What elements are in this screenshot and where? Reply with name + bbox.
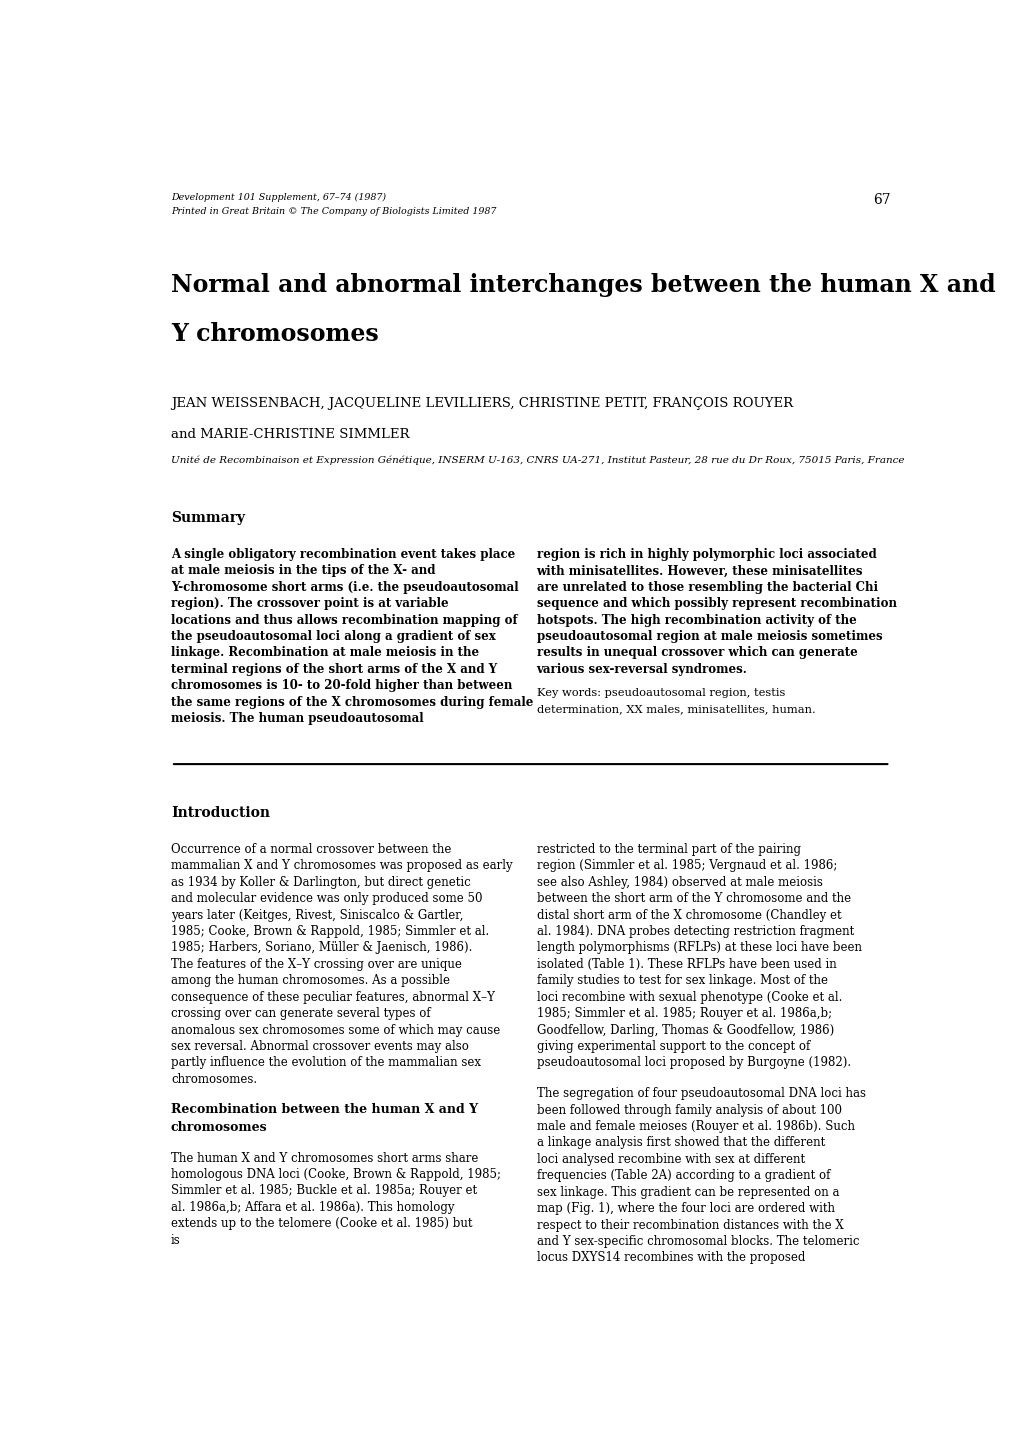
Text: loci recombine with sexual phenotype (Cooke et al.: loci recombine with sexual phenotype (Co…	[536, 990, 841, 1004]
Text: chromosomes: chromosomes	[171, 1121, 267, 1134]
Text: al. 1984). DNA probes detecting restriction fragment: al. 1984). DNA probes detecting restrict…	[536, 925, 853, 938]
Text: chromosomes.: chromosomes.	[171, 1072, 257, 1085]
Text: terminal regions of the short arms of the X and Y: terminal regions of the short arms of th…	[171, 663, 496, 676]
Text: 1985; Cooke, Brown & Rappold, 1985; Simmler et al.: 1985; Cooke, Brown & Rappold, 1985; Simm…	[171, 925, 489, 938]
Text: Y-chromosome short arms (i.e. the pseudoautosomal: Y-chromosome short arms (i.e. the pseudo…	[171, 581, 518, 594]
Text: extends up to the telomere (Cooke et al. 1985) but: extends up to the telomere (Cooke et al.…	[171, 1218, 472, 1231]
Text: Introduction: Introduction	[171, 807, 270, 820]
Text: loci analysed recombine with sex at different: loci analysed recombine with sex at diff…	[536, 1153, 804, 1166]
Text: Recombination between the human X and Y: Recombination between the human X and Y	[171, 1102, 478, 1115]
Text: the same regions of the X chromosomes during female: the same regions of the X chromosomes du…	[171, 696, 533, 709]
Text: Development 101 Supplement, 67–74 (1987): Development 101 Supplement, 67–74 (1987)	[171, 193, 386, 202]
Text: the pseudoautosomal loci along a gradient of sex: the pseudoautosomal loci along a gradien…	[171, 630, 495, 643]
Text: see also Ashley, 1984) observed at male meiosis: see also Ashley, 1984) observed at male …	[536, 876, 821, 889]
Text: Key words: pseudoautosomal region, testis: Key words: pseudoautosomal region, testi…	[536, 689, 785, 699]
Text: The segregation of four pseudoautosomal DNA loci has: The segregation of four pseudoautosomal …	[536, 1087, 865, 1101]
Text: isolated (Table 1). These RFLPs have been used in: isolated (Table 1). These RFLPs have bee…	[536, 958, 836, 971]
Text: among the human chromosomes. As a possible: among the human chromosomes. As a possib…	[171, 974, 449, 987]
Text: Printed in Great Britain © The Company of Biologists Limited 1987: Printed in Great Britain © The Company o…	[171, 208, 496, 216]
Text: sequence and which possibly represent recombination: sequence and which possibly represent re…	[536, 597, 896, 610]
Text: homologous DNA loci (Cooke, Brown & Rappold, 1985;: homologous DNA loci (Cooke, Brown & Rapp…	[171, 1169, 500, 1182]
Text: hotspots. The high recombination activity of the: hotspots. The high recombination activit…	[536, 614, 856, 627]
Text: Y chromosomes: Y chromosomes	[171, 321, 378, 346]
Text: partly influence the evolution of the mammalian sex: partly influence the evolution of the ma…	[171, 1056, 481, 1069]
Text: al. 1986a,b; Affara et al. 1986a). This homology: al. 1986a,b; Affara et al. 1986a). This …	[171, 1200, 454, 1213]
Text: Simmler et al. 1985; Buckle et al. 1985a; Rouyer et: Simmler et al. 1985; Buckle et al. 1985a…	[171, 1185, 477, 1197]
Text: length polymorphisms (RFLPs) at these loci have been: length polymorphisms (RFLPs) at these lo…	[536, 941, 861, 954]
Text: locus DXYS14 recombines with the proposed: locus DXYS14 recombines with the propose…	[536, 1251, 804, 1264]
Text: giving experimental support to the concept of: giving experimental support to the conce…	[536, 1040, 809, 1053]
Text: and MARIE-CHRISTINE SIMMLER: and MARIE-CHRISTINE SIMMLER	[171, 428, 409, 441]
Text: anomalous sex chromosomes some of which may cause: anomalous sex chromosomes some of which …	[171, 1023, 499, 1036]
Text: map (Fig. 1), where the four loci are ordered with: map (Fig. 1), where the four loci are or…	[536, 1202, 834, 1215]
Text: Unité de Recombinaison et Expression Génétique, INSERM U-163, CNRS UA-271, Insti: Unité de Recombinaison et Expression Gén…	[171, 455, 904, 465]
Text: a linkage analysis first showed that the different: a linkage analysis first showed that the…	[536, 1137, 824, 1150]
Text: at male meiosis in the tips of the X- and: at male meiosis in the tips of the X- an…	[171, 565, 435, 578]
Text: The features of the X–Y crossing over are unique: The features of the X–Y crossing over ar…	[171, 958, 462, 971]
Text: Summary: Summary	[171, 512, 245, 526]
Text: region). The crossover point is at variable: region). The crossover point is at varia…	[171, 597, 448, 610]
Text: with minisatellites. However, these minisatellites: with minisatellites. However, these mini…	[536, 565, 862, 578]
Text: family studies to test for sex linkage. Most of the: family studies to test for sex linkage. …	[536, 974, 826, 987]
Text: years later (Keitges, Rivest, Siniscalco & Gartler,: years later (Keitges, Rivest, Siniscalco…	[171, 909, 463, 922]
Text: been followed through family analysis of about 100: been followed through family analysis of…	[536, 1104, 841, 1117]
Text: region is rich in highly polymorphic loci associated: region is rich in highly polymorphic loc…	[536, 548, 875, 561]
Text: Occurrence of a normal crossover between the: Occurrence of a normal crossover between…	[171, 843, 451, 856]
Text: results in unequal crossover which can generate: results in unequal crossover which can g…	[536, 647, 857, 660]
Text: JEAN WEISSENBACH, JACQUELINE LEVILLIERS, CHRISTINE PETIT, FRANÇOIS ROUYER: JEAN WEISSENBACH, JACQUELINE LEVILLIERS,…	[171, 398, 793, 411]
Text: region (Simmler et al. 1985; Vergnaud et al. 1986;: region (Simmler et al. 1985; Vergnaud et…	[536, 859, 837, 872]
Text: consequence of these peculiar features, abnormal X–Y: consequence of these peculiar features, …	[171, 990, 494, 1004]
Text: male and female meioses (Rouyer et al. 1986b). Such: male and female meioses (Rouyer et al. 1…	[536, 1120, 854, 1133]
Text: The human X and Y chromosomes short arms share: The human X and Y chromosomes short arms…	[171, 1151, 478, 1164]
Text: respect to their recombination distances with the X: respect to their recombination distances…	[536, 1219, 843, 1232]
Text: various sex-reversal syndromes.: various sex-reversal syndromes.	[536, 663, 747, 676]
Text: restricted to the terminal part of the pairing: restricted to the terminal part of the p…	[536, 843, 800, 856]
Text: determination, XX males, minisatellites, human.: determination, XX males, minisatellites,…	[536, 705, 814, 715]
Text: pseudoautosomal loci proposed by Burgoyne (1982).: pseudoautosomal loci proposed by Burgoyn…	[536, 1056, 850, 1069]
Text: sex reversal. Abnormal crossover events may also: sex reversal. Abnormal crossover events …	[171, 1040, 469, 1053]
Text: chromosomes is 10- to 20-fold higher than between: chromosomes is 10- to 20-fold higher tha…	[171, 679, 512, 692]
Text: between the short arm of the Y chromosome and the: between the short arm of the Y chromosom…	[536, 892, 850, 905]
Text: frequencies (Table 2A) according to a gradient of: frequencies (Table 2A) according to a gr…	[536, 1169, 829, 1182]
Text: Normal and abnormal interchanges between the human X and: Normal and abnormal interchanges between…	[171, 272, 995, 297]
Text: and Y sex-specific chromosomal blocks. The telomeric: and Y sex-specific chromosomal blocks. T…	[536, 1235, 858, 1248]
Text: pseudoautosomal region at male meiosis sometimes: pseudoautosomal region at male meiosis s…	[536, 630, 881, 643]
Text: locations and thus allows recombination mapping of: locations and thus allows recombination …	[171, 614, 517, 627]
Text: Goodfellow, Darling, Thomas & Goodfellow, 1986): Goodfellow, Darling, Thomas & Goodfellow…	[536, 1023, 833, 1036]
Text: mammalian X and Y chromosomes was proposed as early: mammalian X and Y chromosomes was propos…	[171, 859, 513, 872]
Text: linkage. Recombination at male meiosis in the: linkage. Recombination at male meiosis i…	[171, 647, 479, 660]
Text: 1985; Simmler et al. 1985; Rouyer et al. 1986a,b;: 1985; Simmler et al. 1985; Rouyer et al.…	[536, 1007, 830, 1020]
Text: and molecular evidence was only produced some 50: and molecular evidence was only produced…	[171, 892, 482, 905]
Text: is: is	[171, 1233, 180, 1246]
Text: 67: 67	[872, 193, 890, 208]
Text: A single obligatory recombination event takes place: A single obligatory recombination event …	[171, 548, 515, 561]
Text: crossing over can generate several types of: crossing over can generate several types…	[171, 1007, 430, 1020]
Text: 1985; Harbers, Soriano, Müller & Jaenisch, 1986).: 1985; Harbers, Soriano, Müller & Jaenisc…	[171, 941, 472, 954]
Text: distal short arm of the X chromosome (Chandley et: distal short arm of the X chromosome (Ch…	[536, 909, 841, 922]
Text: as 1934 by Koller & Darlington, but direct genetic: as 1934 by Koller & Darlington, but dire…	[171, 876, 470, 889]
Text: meiosis. The human pseudoautosomal: meiosis. The human pseudoautosomal	[171, 712, 423, 725]
Text: sex linkage. This gradient can be represented on a: sex linkage. This gradient can be repres…	[536, 1186, 839, 1199]
Text: are unrelated to those resembling the bacterial Chi: are unrelated to those resembling the ba…	[536, 581, 876, 594]
